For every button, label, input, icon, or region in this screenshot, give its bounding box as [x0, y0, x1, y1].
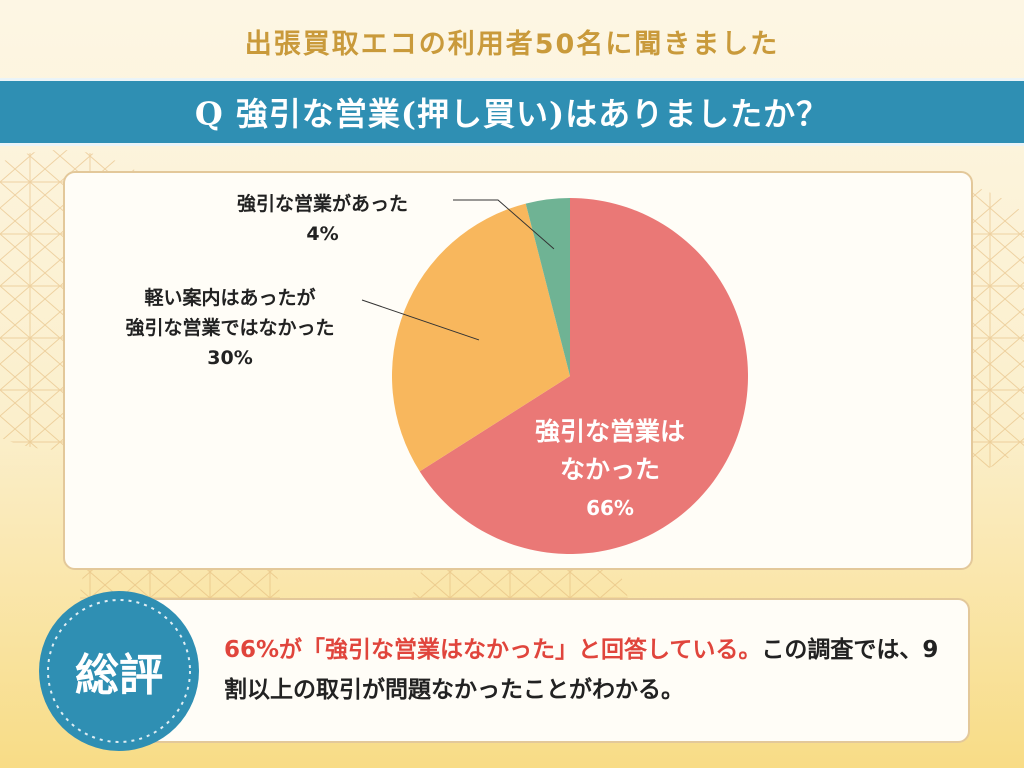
slice-label-yes-pct: 4% — [306, 223, 339, 245]
slice-label-none-line1: 強引な営業は — [534, 417, 685, 446]
pie-chart — [361, 198, 748, 554]
pie-slice-none — [419, 198, 748, 554]
question-text: Q 強引な営業(押し買い)はありましたか？ — [194, 95, 830, 133]
survey-title: 出張買取エコの利用者50名に聞きました — [244, 29, 780, 60]
summary-highlight: 66%が「強引な営業はなかった」と回答している。 — [224, 637, 762, 663]
summary-panel: 66%が「強引な営業はなかった」と回答している。この調査では、9割以上の取引が問… — [130, 598, 970, 743]
leader-line-yes — [453, 199, 555, 250]
slice-label-light-line2: 強引な営業ではなかった — [125, 317, 335, 339]
slice-label-light: 軽い案内はあったが 強引な営業ではなかった 30% — [85, 283, 375, 373]
slice-label-none-pct: 66% — [586, 496, 634, 520]
summary-text: 66%が「強引な営業はなかった」と回答している。この調査では、9割以上の取引が問… — [224, 630, 954, 710]
leader-line-light — [361, 299, 480, 341]
chart-panel: 強引な営業があった 4% 軽い案内はあったが 強引な営業ではなかった 30% 強… — [63, 171, 973, 570]
slice-label-light-pct: 30% — [207, 347, 253, 369]
pie-slice-light — [392, 203, 570, 472]
summary-rest: この調査では、9割以上の取引が問題なかったことがわかる。 — [224, 637, 939, 703]
question-bar: Q 強引な営業(押し買い)はありましたか？ — [0, 78, 1024, 146]
summary-badge-label: 総評 — [75, 650, 163, 701]
summary-badge-seal — [39, 591, 199, 751]
slice-label-none-line2: なかった — [559, 455, 660, 484]
slice-label-none: 強引な営業は なかった 66% — [505, 413, 715, 527]
slice-label-yes: 強引な営業があった 4% — [215, 189, 430, 249]
slice-label-light-line1: 軽い案内はあったが — [144, 287, 316, 309]
slice-label-yes-text: 強引な営業があった — [236, 193, 408, 215]
pie-slice-yes — [525, 198, 570, 376]
